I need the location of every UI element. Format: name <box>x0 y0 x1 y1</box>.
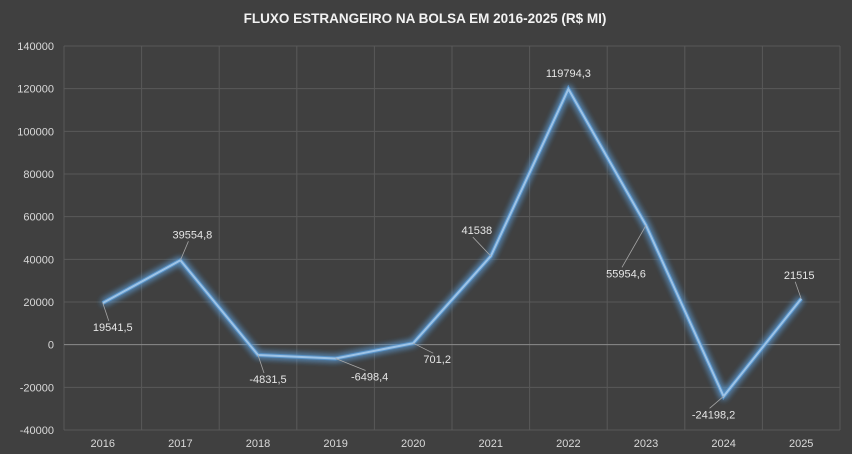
data-label-leader <box>794 281 802 299</box>
y-axis-ticks: 140000 120000 100000 80000 60000 40000 20000 0 -… <box>17 41 54 437</box>
data-labels: 19541,5 39554,8 -4831,5 -6498,4 701,2 41538 11… <box>93 68 815 421</box>
x-tick-label: 2021 <box>479 438 503 450</box>
y-tick-label: -20000 <box>20 382 54 394</box>
data-label: -4831,5 <box>249 374 286 386</box>
data-label-leader <box>472 236 492 257</box>
data-label: 119794,3 <box>546 68 591 80</box>
data-label: 41538 <box>462 225 493 237</box>
x-tick-label: 2018 <box>246 438 270 450</box>
data-label-leader <box>335 358 366 371</box>
chart-title: FLUXO ESTRANGEIRO NA BOLSA EM 2016-2025 … <box>244 11 607 26</box>
x-axis-ticks: 2016 2017 2018 2019 2020 2021 2022 2023 2024 2025 <box>91 438 814 450</box>
x-tick-label: 2019 <box>323 438 347 450</box>
data-label: 21515 <box>784 270 815 282</box>
x-tick-label: 2024 <box>711 438 735 450</box>
x-tick-label: 2023 <box>634 438 658 450</box>
y-tick-label: 0 <box>48 340 54 352</box>
y-tick-label: 40000 <box>23 254 54 266</box>
data-label-leader <box>180 241 189 261</box>
x-tick-label: 2022 <box>556 438 580 450</box>
y-tick-label: 100000 <box>17 126 54 138</box>
y-tick-label: -40000 <box>20 425 54 437</box>
data-label-leader <box>102 302 110 322</box>
data-label: 55954,6 <box>606 268 646 280</box>
y-tick-label: 120000 <box>17 84 54 96</box>
data-label-leader <box>621 225 647 268</box>
x-tick-label: 2025 <box>789 438 813 450</box>
data-label: -24198,2 <box>692 409 735 421</box>
grid-layer <box>63 45 841 431</box>
y-tick-label: 20000 <box>23 297 54 309</box>
x-tick-label: 2017 <box>168 438 192 450</box>
data-label: 39554,8 <box>173 229 213 241</box>
x-tick-label: 2016 <box>91 438 115 450</box>
data-label-leader <box>709 395 724 409</box>
y-tick-label: 140000 <box>17 41 54 53</box>
y-tick-label: 60000 <box>23 212 54 224</box>
series-line <box>102 86 802 399</box>
x-tick-label: 2020 <box>401 438 425 450</box>
data-label-leader <box>257 354 265 374</box>
data-label: -6498,4 <box>351 372 388 384</box>
data-label-leader <box>413 342 434 354</box>
y-tick-label: 80000 <box>23 169 54 181</box>
data-label: 19541,5 <box>93 322 133 334</box>
data-label: 701,2 <box>423 354 451 366</box>
